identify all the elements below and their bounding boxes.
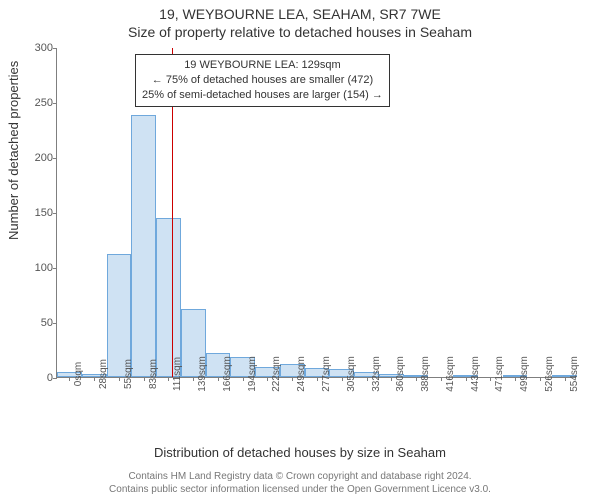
- y-tick-mark: [53, 48, 57, 49]
- y-tick-mark: [53, 378, 57, 379]
- x-tick-mark: [367, 377, 368, 381]
- x-tick-label: 526sqm: [544, 356, 555, 392]
- histogram-bar: [131, 115, 156, 377]
- x-tick-mark: [168, 377, 169, 381]
- x-tick-label: 360sqm: [395, 356, 406, 392]
- x-tick-label: 222sqm: [271, 356, 282, 392]
- x-tick-label: 388sqm: [420, 356, 431, 392]
- x-tick-label: 416sqm: [445, 356, 456, 392]
- y-tick-mark: [53, 158, 57, 159]
- x-axis-label: Distribution of detached houses by size …: [0, 445, 600, 460]
- plot-inner: 0501001502002503000sqm28sqm55sqm83sqm111…: [56, 48, 576, 378]
- x-tick-mark: [69, 377, 70, 381]
- x-tick-mark: [466, 377, 467, 381]
- x-tick-mark: [416, 377, 417, 381]
- x-tick-mark: [317, 377, 318, 381]
- y-tick-label: 300: [15, 42, 53, 54]
- x-tick-mark: [565, 377, 566, 381]
- y-tick-mark: [53, 213, 57, 214]
- x-tick-mark: [391, 377, 392, 381]
- histogram-bar: [156, 218, 181, 378]
- x-tick-label: 139sqm: [197, 356, 208, 392]
- x-tick-label: 0sqm: [73, 362, 84, 386]
- y-tick-mark: [53, 268, 57, 269]
- footer-line2: Contains public sector information licen…: [0, 483, 600, 496]
- info-line3: 25% of semi-detached houses are larger (…: [142, 88, 383, 103]
- footer-line1: Contains HM Land Registry data © Crown c…: [0, 470, 600, 483]
- x-tick-label: 194sqm: [247, 356, 258, 392]
- x-tick-label: 249sqm: [296, 356, 307, 392]
- title-line2: Size of property relative to detached ho…: [0, 24, 600, 40]
- y-tick-label: 50: [15, 317, 53, 329]
- x-tick-label: 554sqm: [569, 356, 580, 392]
- x-tick-mark: [119, 377, 120, 381]
- x-tick-label: 28sqm: [98, 359, 109, 389]
- x-tick-label: 55sqm: [123, 359, 134, 389]
- y-tick-label: 250: [15, 97, 53, 109]
- info-line1: 19 WEYBOURNE LEA: 129sqm: [142, 58, 383, 73]
- y-tick-label: 200: [15, 152, 53, 164]
- x-tick-mark: [243, 377, 244, 381]
- x-tick-label: 277sqm: [321, 356, 332, 392]
- x-tick-label: 166sqm: [222, 356, 233, 392]
- x-tick-label: 332sqm: [371, 356, 382, 392]
- x-tick-mark: [490, 377, 491, 381]
- x-tick-mark: [540, 377, 541, 381]
- info-box: 19 WEYBOURNE LEA: 129sqm← 75% of detache…: [135, 54, 390, 107]
- x-tick-mark: [218, 377, 219, 381]
- x-tick-mark: [441, 377, 442, 381]
- x-tick-label: 305sqm: [346, 356, 357, 392]
- y-tick-label: 0: [15, 372, 53, 384]
- info-line2: ← 75% of detached houses are smaller (47…: [142, 73, 383, 88]
- x-tick-mark: [292, 377, 293, 381]
- x-tick-mark: [267, 377, 268, 381]
- x-tick-mark: [94, 377, 95, 381]
- y-tick-label: 100: [15, 262, 53, 274]
- x-tick-label: 443sqm: [470, 356, 481, 392]
- chart-container: 19, WEYBOURNE LEA, SEAHAM, SR7 7WE Size …: [0, 0, 600, 500]
- x-tick-label: 499sqm: [519, 356, 530, 392]
- x-tick-mark: [144, 377, 145, 381]
- x-tick-label: 471sqm: [494, 356, 505, 392]
- plot-area: 0501001502002503000sqm28sqm55sqm83sqm111…: [56, 48, 576, 378]
- y-tick-mark: [53, 103, 57, 104]
- x-tick-mark: [342, 377, 343, 381]
- y-tick-mark: [53, 323, 57, 324]
- x-tick-label: 111sqm: [172, 357, 183, 391]
- y-tick-label: 150: [15, 207, 53, 219]
- footer-attribution: Contains HM Land Registry data © Crown c…: [0, 470, 600, 496]
- x-tick-mark: [515, 377, 516, 381]
- x-tick-label: 83sqm: [148, 359, 159, 389]
- title-line1: 19, WEYBOURNE LEA, SEAHAM, SR7 7WE: [0, 6, 600, 22]
- x-tick-mark: [193, 377, 194, 381]
